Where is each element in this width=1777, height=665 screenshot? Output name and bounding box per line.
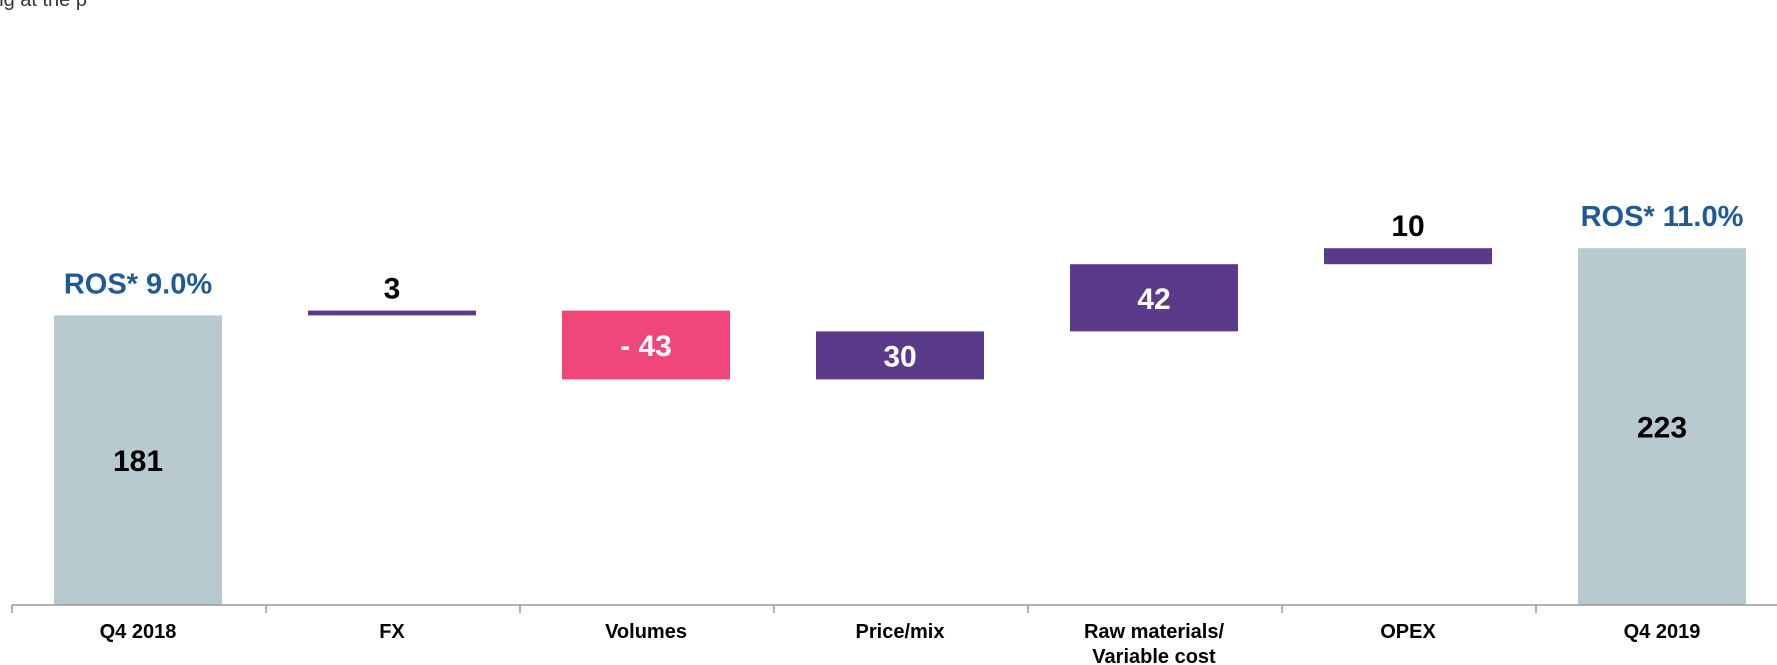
tick-label-raw-materials-variable-cost: Raw materials/Variable cost xyxy=(1084,621,1225,665)
data-label-q4-2018: 181 xyxy=(113,445,163,478)
bar-labels-group: 181 3 - 43 30 42 10 223 xyxy=(113,210,1687,478)
data-label-opex: 10 xyxy=(1391,210,1424,243)
tick-label-q4-2019: Q4 2019 xyxy=(1624,621,1701,643)
bar-opex xyxy=(1324,248,1492,265)
annotations-group: ROS* 9.0% ROS* 11.0% xyxy=(64,201,1744,300)
bar-q4-2018 xyxy=(54,315,222,605)
bar-price-mix xyxy=(816,331,984,380)
tick-label-fx: FX xyxy=(379,621,405,643)
tick-label-price-mix: Price/mix xyxy=(856,621,945,643)
bar-raw-materials-variable-cost xyxy=(1070,264,1238,332)
bars-group xyxy=(54,248,1746,605)
tick-label-opex: OPEX xyxy=(1380,621,1436,643)
tick-label-q4-2018: Q4 2018 xyxy=(100,621,177,643)
ros-annotation-q4-2019: ROS* 11.0% xyxy=(1581,201,1744,233)
data-label-raw-materials-variable-cost: 42 xyxy=(1137,283,1170,316)
header-fragment-text: ing at the p xyxy=(0,0,87,11)
data-label-fx: 3 xyxy=(384,273,401,306)
x-axis: Q4 2018 FX Volumes Price/mix Raw materials/V… xyxy=(11,604,1777,665)
ros-annotation-q4-2018: ROS* 9.0% xyxy=(64,268,212,300)
tick-label-volumes: Volumes xyxy=(605,621,687,643)
data-label-volumes: - 43 xyxy=(620,330,672,363)
bar-volumes xyxy=(562,310,730,380)
data-label-q4-2019: 223 xyxy=(1637,412,1687,445)
data-label-price-mix: 30 xyxy=(883,340,916,373)
bar-fx xyxy=(308,310,476,316)
bar-q4-2019 xyxy=(1578,248,1746,605)
